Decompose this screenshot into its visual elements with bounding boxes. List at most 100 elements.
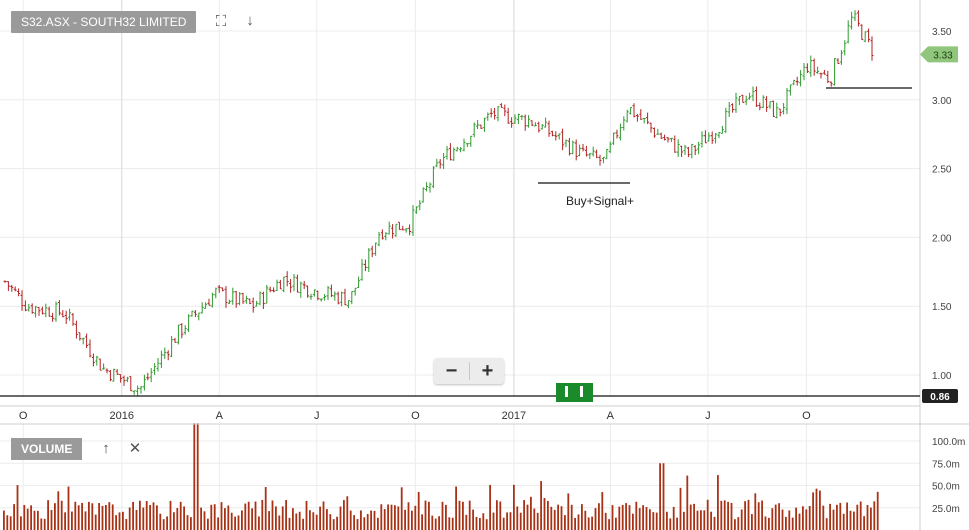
ohlc-bar (635, 113, 639, 122)
ohlc-bar (805, 63, 809, 74)
ohlc-bar (642, 118, 646, 124)
volume-title[interactable]: VOLUME (11, 438, 83, 460)
ohlc-bar (122, 375, 126, 386)
volume-bar (635, 501, 638, 530)
ohlc-bar (176, 324, 180, 345)
volume-bar (105, 505, 107, 530)
ohlc-bar (244, 295, 248, 304)
ohlc-bar (544, 117, 548, 128)
volume-bar (489, 484, 491, 530)
ohlc-bar (812, 58, 816, 76)
volume-bar (492, 512, 495, 530)
volume-bar (142, 507, 145, 530)
ohlc-bar (374, 242, 378, 256)
volume-bar (866, 504, 869, 530)
ohlc-bar (295, 274, 299, 293)
zoom-in-button[interactable]: + (481, 360, 494, 382)
ohlc-bar (340, 291, 344, 307)
ohlc-bar (656, 128, 660, 135)
volume-bar (193, 423, 196, 530)
ohlc-bar (265, 284, 269, 304)
ohlc-bar (391, 224, 395, 239)
ohlc-bar (221, 287, 225, 292)
ohlc-bar (115, 369, 119, 375)
ohlc-bar (408, 224, 412, 236)
ohlc-bar (744, 95, 748, 106)
volume-bar (196, 423, 199, 530)
volume-bar (186, 515, 189, 530)
volume-bar (128, 507, 131, 530)
ohlc-bar (686, 146, 690, 158)
ohlc-bar (700, 131, 704, 148)
volume-bar (305, 500, 308, 530)
ohlc-bar (496, 106, 500, 122)
ohlc-bar (714, 132, 718, 144)
volume-bar (118, 512, 121, 530)
volume-bar (6, 515, 9, 530)
ohlc-bar (435, 158, 439, 168)
volume-bar (230, 512, 233, 530)
expand-icon[interactable]: ⛶ (215, 13, 227, 30)
volume-bar (326, 509, 328, 530)
ohlc-bar (204, 302, 208, 309)
volume-bar (652, 512, 655, 530)
chart-title[interactable]: S32.ASX - SOUTH32 LIMITED (11, 11, 197, 33)
volume-bar (315, 514, 318, 530)
ohlc-bar (459, 147, 463, 153)
volume-bar (795, 507, 797, 530)
ohlc-bar (741, 94, 745, 103)
move-up-arrow-icon[interactable]: ↑ (102, 440, 110, 457)
volume-bar (213, 504, 216, 530)
volume-bar (513, 484, 515, 530)
zoom-out-button[interactable]: − (445, 360, 458, 382)
ohlc-bar (173, 337, 177, 343)
ohlc-bar (71, 312, 75, 326)
volume-bar (523, 500, 525, 530)
ohlc-bar (61, 310, 65, 318)
volume-bar (431, 515, 434, 530)
ohlc-bar (649, 122, 653, 133)
volume-bar (445, 504, 447, 530)
volume-bar (9, 516, 12, 530)
download-arrow-icon[interactable]: ↓ (246, 12, 254, 29)
ohlc-bar (751, 86, 755, 102)
ohlc-bar (469, 135, 473, 147)
ohlc-bar (78, 332, 82, 341)
volume-bar (363, 517, 366, 530)
ohlc-bar (703, 130, 707, 144)
ohlc-bar (227, 299, 231, 305)
close-icon[interactable]: ✕ (128, 440, 142, 457)
ohlc-bar (765, 96, 769, 112)
volume-bar (30, 505, 32, 530)
ohlc-bar (465, 143, 469, 147)
ohlc-bar (809, 55, 813, 78)
ohlc-bar (863, 31, 867, 43)
ohlc-bar (734, 92, 738, 113)
ohlc-bar (193, 310, 197, 318)
volume-bar (81, 502, 83, 530)
ohlc-bar (357, 276, 361, 289)
ohlc-bar (486, 112, 490, 121)
volume-bar (241, 510, 243, 530)
price-tick-label: 2.50 (932, 165, 952, 176)
ohlc-bar (180, 323, 184, 339)
volume-bar (638, 508, 641, 530)
ohlc-bar (312, 289, 316, 297)
ohlc-bar (503, 104, 507, 117)
ohlc-bar (394, 223, 398, 237)
ohlc-bar (316, 290, 320, 301)
volume-bar (20, 516, 22, 530)
volume-bar (33, 510, 36, 530)
ohlc-bar (802, 62, 806, 81)
volume-bar (632, 513, 634, 530)
volume-bar (339, 506, 342, 530)
volume-tick-label: 25.0m (932, 504, 960, 515)
ohlc-bar (57, 300, 61, 316)
ohlc-bar (54, 301, 58, 322)
ohlc-bar (493, 107, 497, 120)
ohlc-bar (499, 103, 503, 108)
volume-bar (628, 505, 631, 530)
volume-bar (734, 519, 736, 530)
signal-marker[interactable] (556, 383, 593, 402)
